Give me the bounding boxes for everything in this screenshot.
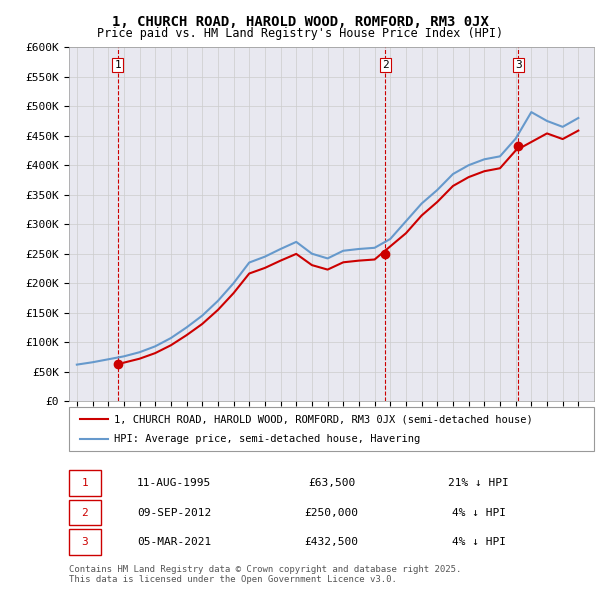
Text: 2: 2 <box>382 60 389 70</box>
Text: 3: 3 <box>515 60 521 70</box>
FancyBboxPatch shape <box>69 500 101 526</box>
Text: Contains HM Land Registry data © Crown copyright and database right 2025.
This d: Contains HM Land Registry data © Crown c… <box>69 565 461 584</box>
Text: £250,000: £250,000 <box>305 508 359 517</box>
Text: 11-AUG-1995: 11-AUG-1995 <box>137 478 211 488</box>
Text: 09-SEP-2012: 09-SEP-2012 <box>137 508 211 517</box>
Text: 3: 3 <box>82 537 88 547</box>
FancyBboxPatch shape <box>69 529 101 555</box>
Text: 21% ↓ HPI: 21% ↓ HPI <box>448 478 509 488</box>
FancyBboxPatch shape <box>69 407 594 451</box>
Text: 4% ↓ HPI: 4% ↓ HPI <box>452 537 505 547</box>
Text: 4% ↓ HPI: 4% ↓ HPI <box>452 508 505 517</box>
Text: 1, CHURCH ROAD, HAROLD WOOD, ROMFORD, RM3 0JX (semi-detached house): 1, CHURCH ROAD, HAROLD WOOD, ROMFORD, RM… <box>113 415 532 424</box>
Text: £63,500: £63,500 <box>308 478 355 488</box>
Text: 1: 1 <box>82 478 88 488</box>
Text: 05-MAR-2021: 05-MAR-2021 <box>137 537 211 547</box>
Text: 2: 2 <box>82 508 88 517</box>
Text: HPI: Average price, semi-detached house, Havering: HPI: Average price, semi-detached house,… <box>113 434 420 444</box>
Text: 1: 1 <box>115 60 121 70</box>
Text: 1, CHURCH ROAD, HAROLD WOOD, ROMFORD, RM3 0JX: 1, CHURCH ROAD, HAROLD WOOD, ROMFORD, RM… <box>112 15 488 29</box>
Text: £432,500: £432,500 <box>305 537 359 547</box>
Text: Price paid vs. HM Land Registry's House Price Index (HPI): Price paid vs. HM Land Registry's House … <box>97 27 503 40</box>
FancyBboxPatch shape <box>69 470 101 496</box>
